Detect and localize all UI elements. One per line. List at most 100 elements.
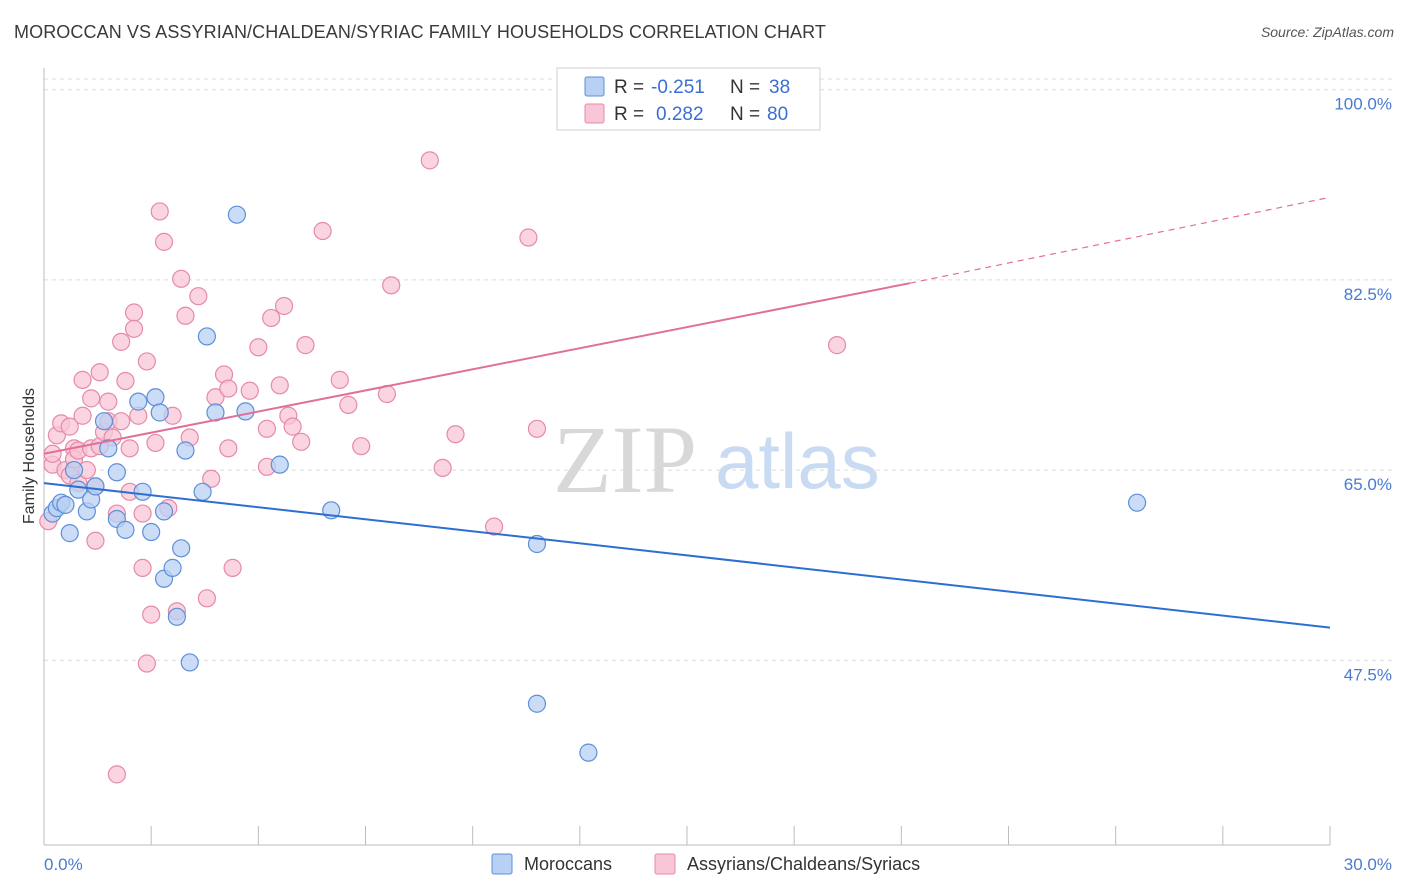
point-assyrians	[420, 151, 439, 170]
point-assyrians	[249, 338, 268, 357]
point-moroccans	[180, 653, 199, 672]
x-tick-label-min: 0.0%	[44, 855, 83, 874]
legend-n-value-pink: 80	[767, 104, 788, 125]
point-moroccans	[129, 392, 148, 411]
point-assyrians	[133, 558, 152, 577]
series-moroccans-points	[43, 205, 1147, 762]
point-moroccans	[133, 482, 152, 501]
x-axis-ticks	[43, 826, 1331, 845]
point-moroccans	[150, 403, 169, 422]
legend-r-label-pink: R =	[614, 104, 644, 125]
bottom-legend-label-assyrians: Assyrians/Chaldeans/Syriacs	[687, 854, 920, 874]
point-assyrians	[313, 221, 332, 241]
point-assyrians	[330, 370, 349, 389]
point-assyrians	[60, 417, 79, 436]
trend-line-moroccans	[43, 482, 1331, 629]
point-assyrians	[124, 319, 144, 338]
point-moroccans	[227, 205, 246, 224]
point-moroccans	[94, 412, 114, 431]
point-assyrians	[124, 303, 144, 322]
point-assyrians	[219, 439, 238, 458]
point-moroccans	[142, 522, 161, 542]
series-legend: Moroccans Assyrians/Chaldeans/Syriacs	[491, 853, 920, 875]
point-assyrians	[137, 654, 156, 673]
point-moroccans	[60, 524, 79, 543]
point-assyrians	[142, 605, 161, 624]
point-assyrians	[90, 363, 109, 382]
point-assyrians	[202, 469, 221, 488]
point-assyrians	[485, 517, 504, 536]
point-assyrians	[296, 336, 315, 355]
point-moroccans	[176, 441, 195, 460]
point-assyrians	[82, 389, 101, 408]
watermark-atlas: atlas	[715, 417, 880, 505]
legend-n-label-pink: N =	[730, 104, 760, 125]
point-moroccans	[167, 607, 186, 626]
point-assyrians	[219, 379, 238, 398]
point-moroccans	[56, 495, 75, 514]
point-assyrians	[292, 432, 311, 451]
point-moroccans	[270, 455, 289, 474]
legend-r-value-pink: 0.282	[656, 104, 704, 125]
point-assyrians	[137, 352, 156, 371]
trend-lines	[43, 196, 1331, 629]
point-moroccans	[527, 694, 547, 713]
x-tick-label-max: 30.0%	[1344, 855, 1392, 874]
point-assyrians	[382, 276, 401, 295]
point-assyrians	[274, 296, 294, 316]
source-credit: Source: ZipAtlas.com	[1260, 24, 1394, 40]
chart-title: MOROCCAN VS ASSYRIAN/CHALDEAN/SYRIAC FAM…	[14, 22, 827, 42]
point-assyrians	[223, 558, 242, 577]
point-assyrians	[86, 531, 105, 550]
point-assyrians	[339, 395, 358, 414]
bottom-legend-label-moroccans: Moroccans	[524, 854, 612, 874]
y-tick-label: 100.0%	[1334, 95, 1392, 114]
point-assyrians	[154, 232, 174, 251]
point-assyrians	[197, 589, 216, 608]
point-moroccans	[579, 743, 598, 762]
point-assyrians	[112, 332, 131, 351]
point-assyrians	[352, 437, 371, 456]
point-moroccans	[236, 402, 255, 421]
point-moroccans	[1127, 493, 1147, 512]
point-assyrians	[107, 765, 126, 784]
y-tick-label: 65.0%	[1344, 475, 1392, 494]
point-assyrians	[240, 381, 259, 400]
y-tick-label: 47.5%	[1344, 665, 1392, 684]
y-tick-label: 82.5%	[1344, 285, 1392, 304]
point-moroccans	[107, 463, 126, 482]
point-moroccans	[99, 439, 118, 458]
point-assyrians	[112, 412, 131, 431]
trend-line-assyrians-extension	[909, 196, 1331, 284]
point-moroccans	[116, 520, 135, 539]
y-tick-labels: 47.5% 65.0% 82.5% 100.0%	[1334, 95, 1392, 685]
point-assyrians	[827, 336, 847, 355]
point-assyrians	[446, 425, 465, 444]
point-assyrians	[73, 370, 92, 389]
point-assyrians	[283, 417, 302, 436]
point-assyrians	[150, 202, 169, 221]
point-assyrians	[120, 439, 139, 458]
legend-n-label-blue: N =	[730, 77, 760, 98]
point-moroccans	[154, 502, 174, 521]
grid-lines	[44, 78, 1392, 661]
point-assyrians	[527, 419, 547, 438]
series-assyrians-points	[39, 151, 847, 784]
point-moroccans	[163, 558, 182, 577]
point-assyrians	[189, 287, 208, 306]
point-assyrians	[116, 371, 135, 391]
correlation-legend: R = -0.251 N = 38 R = 0.282 N = 80	[556, 67, 821, 131]
point-assyrians	[133, 504, 152, 523]
point-assyrians	[519, 228, 538, 247]
point-assyrians	[73, 406, 92, 425]
point-moroccans	[69, 480, 88, 499]
point-moroccans	[172, 539, 191, 558]
legend-swatch-blue	[584, 76, 605, 97]
point-moroccans	[86, 477, 105, 496]
y-axis-label: Family Households	[21, 388, 38, 524]
point-assyrians	[172, 269, 191, 288]
point-moroccans	[64, 460, 84, 480]
bottom-legend-swatch-assyrians	[654, 853, 676, 875]
point-moroccans	[197, 327, 216, 346]
bottom-legend-swatch-moroccans	[491, 853, 513, 875]
